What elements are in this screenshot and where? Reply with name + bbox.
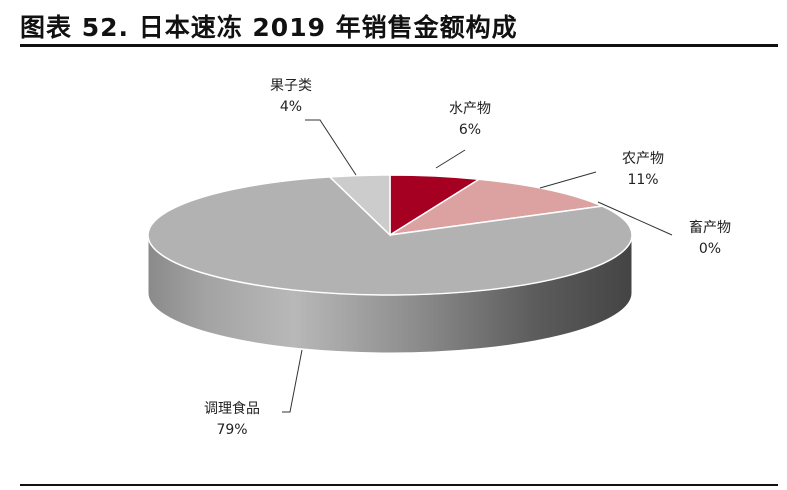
slice-label-pct-4: 79% (216, 422, 247, 438)
leader-line-4 (282, 349, 303, 413)
chart-title: 图表 52. 日本速冻 2019 年销售金额构成 (20, 13, 518, 42)
pie-slice-2 (389, 178, 605, 236)
bottom-rule (20, 484, 778, 486)
title-underline (20, 44, 778, 47)
slice-label-pct-5: 4% (280, 99, 302, 115)
leader-line-3 (597, 201, 673, 236)
slice-label-name-1: 水产物 (449, 101, 491, 117)
pie-slice-5 (328, 174, 391, 237)
leader-line-5 (305, 119, 357, 176)
slice-label-name-2: 农产物 (622, 151, 664, 167)
slice-label-pct-2: 11% (627, 172, 658, 188)
slice-label-name-5: 果子类 (270, 78, 312, 94)
slice-label-pct-3: 0% (699, 241, 721, 257)
slice-label-pct-1: 6% (459, 122, 481, 138)
slice-label-name-3: 畜产物 (689, 220, 731, 236)
leader-line-2 (539, 171, 597, 189)
slice-label-name-4: 调理食品 (204, 400, 260, 417)
leader-line-1 (435, 149, 466, 169)
